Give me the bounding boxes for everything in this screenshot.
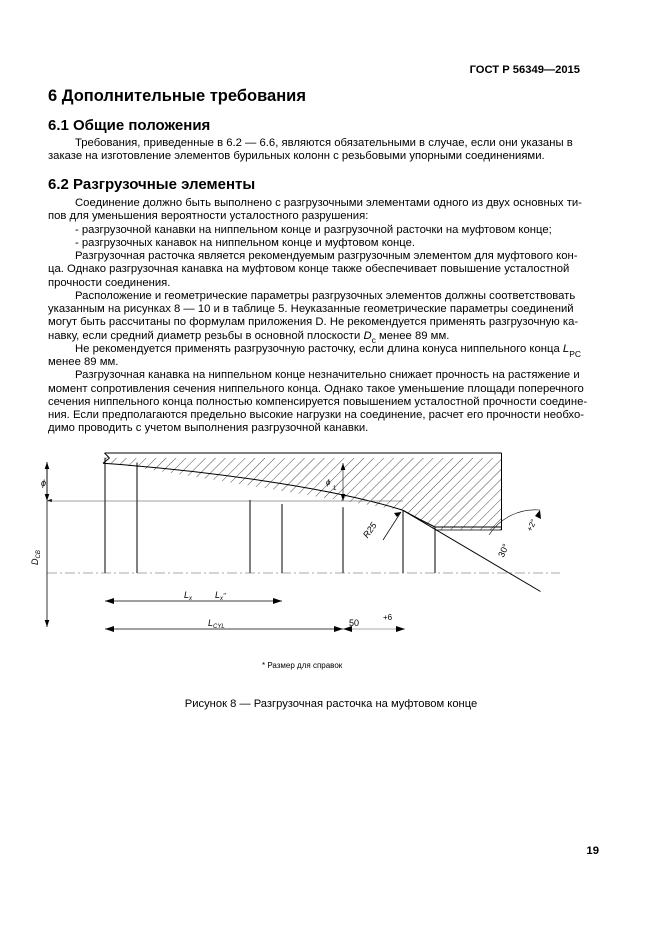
svg-text:+6: +6 [383, 613, 393, 622]
svg-text:DСВ: DСВ [30, 550, 42, 565]
svg-text:LCYL: LCYL [208, 618, 225, 630]
svg-text:ϕ: ϕ [41, 478, 46, 488]
svg-text:* Размер для справок: * Размер для справок [262, 661, 343, 670]
svg-text:+2°: +2° [525, 518, 538, 533]
svg-text:Lx": Lx" [215, 590, 226, 602]
svg-text:ϕ: ϕ [326, 478, 331, 487]
svg-text:50: 50 [349, 618, 359, 628]
svg-text:30°: 30° [496, 542, 511, 559]
svg-text:Lx: Lx [184, 590, 193, 602]
svg-text:R25: R25 [361, 520, 379, 540]
